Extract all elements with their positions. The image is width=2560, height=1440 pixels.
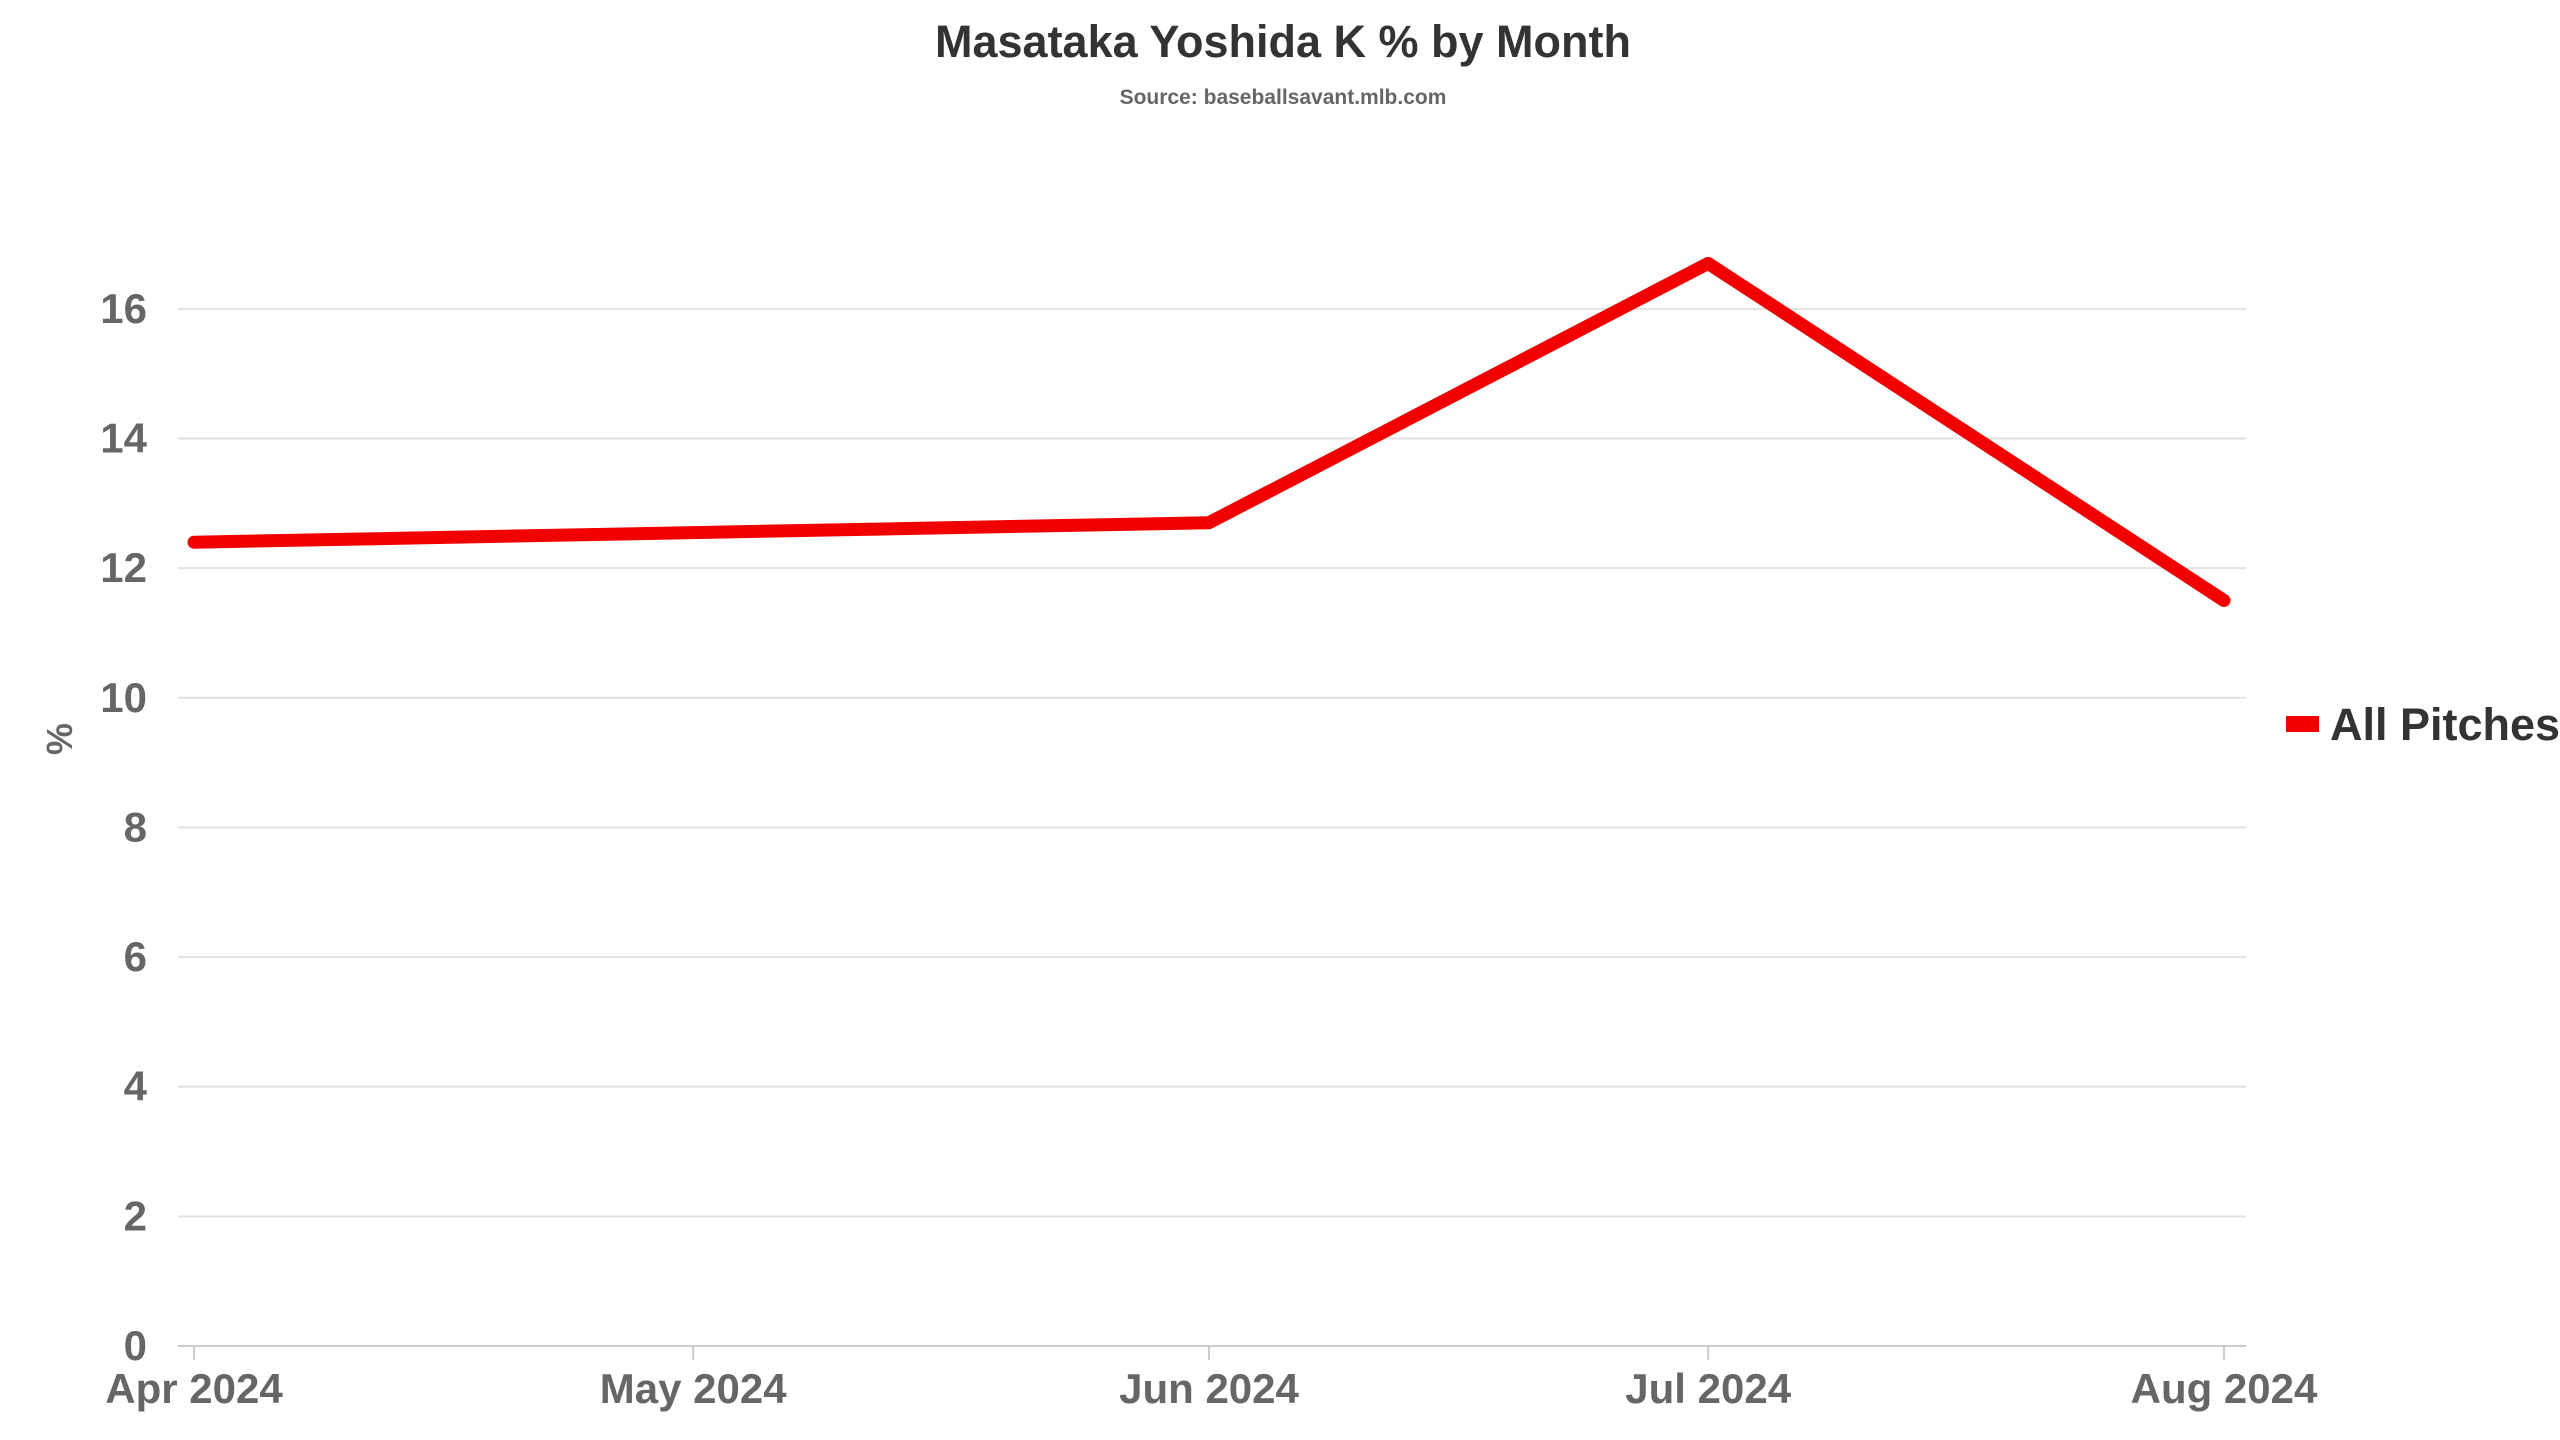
data-point xyxy=(1707,262,1709,264)
data-point xyxy=(2223,600,2225,602)
y-tick-label: 8 xyxy=(124,803,147,850)
legend-swatch xyxy=(2286,716,2319,732)
data-point xyxy=(193,541,195,543)
x-tick-label: Jul 2024 xyxy=(1625,1365,1791,1412)
x-tick-label: Apr 2024 xyxy=(105,1365,283,1412)
legend-label: All Pitches xyxy=(2330,699,2560,750)
gridlines xyxy=(178,307,2246,1347)
chart-subtitle: Source: baseballsavant.mlb.com xyxy=(1120,86,1447,109)
x-axis-ticks: Apr 2024 May 2024 Jun 2024 Jul 2024 Aug 2024 xyxy=(105,1346,2318,1412)
data-point xyxy=(1208,522,1210,524)
y-axis-ticks: 0 2 4 6 8 10 12 14 16 xyxy=(100,285,147,1369)
y-tick-label: 6 xyxy=(124,933,147,980)
y-tick-label: 0 xyxy=(124,1322,147,1369)
y-tick-label: 16 xyxy=(100,285,147,332)
y-tick-label: 14 xyxy=(100,414,147,461)
legend[interactable]: All Pitches xyxy=(2286,699,2560,750)
x-tick-label: May 2024 xyxy=(600,1365,787,1412)
y-tick-label: 12 xyxy=(100,544,147,591)
chart-title: Masataka Yoshida K % by Month xyxy=(935,16,1631,67)
y-tick-label: 4 xyxy=(124,1063,148,1110)
x-tick-label: Jun 2024 xyxy=(1119,1365,1299,1412)
series-lines xyxy=(187,256,2231,607)
y-tick-label: 2 xyxy=(124,1192,147,1239)
series-line-all-pitches xyxy=(187,256,2231,607)
y-tick-label: 10 xyxy=(100,674,147,721)
y-axis-title: % xyxy=(39,723,80,755)
x-tick-label: Aug 2024 xyxy=(2131,1365,2318,1412)
